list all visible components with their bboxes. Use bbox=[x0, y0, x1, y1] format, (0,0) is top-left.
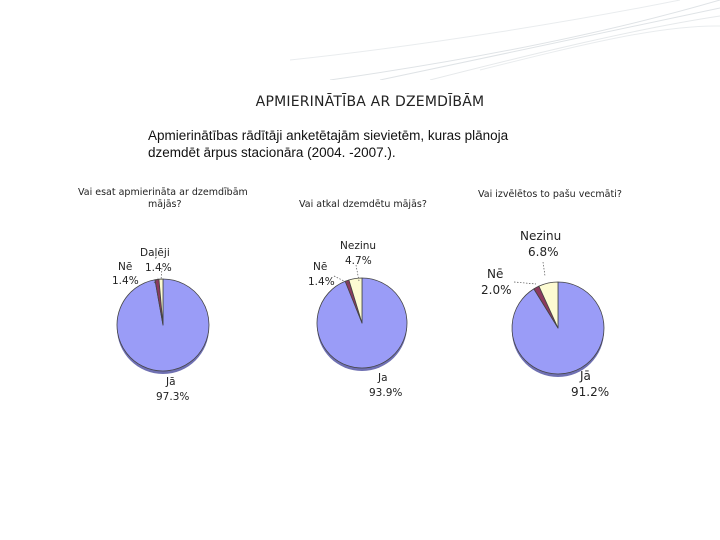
slice-label-daleji: Daļēji bbox=[140, 247, 170, 259]
slice-label-ja: Jā bbox=[165, 376, 176, 388]
slice-value-ne: 1.4% bbox=[308, 276, 335, 288]
pie-slice-nezinu bbox=[538, 281, 559, 329]
slice-label-ja: Jā bbox=[579, 369, 591, 383]
pie-chart-svg: Vai esat apmierināta ar dzemdībām mājās?… bbox=[78, 187, 248, 403]
pie-chart-svg: Vai izvēlētos to pašu vecmāti? Nezinu 6.… bbox=[478, 189, 622, 399]
slice-value-ja: 93.9% bbox=[369, 387, 402, 399]
slice-label-ne: Nē bbox=[118, 261, 132, 273]
subtitle-line-2: dzemdēt ārpus stacionāra (2004. -2007.). bbox=[148, 145, 396, 160]
pie-chart-satisfaction: Vai esat apmierināta ar dzemdībām mājās?… bbox=[70, 180, 270, 410]
slide-title: APMIERINĀTĪBA AR DZEMDĪBĀM bbox=[255, 94, 485, 110]
leader-line-daleji bbox=[160, 267, 163, 281]
slice-label-nezinu: Nezinu bbox=[520, 229, 561, 243]
pie-chart-same-midwife: Vai izvēlētos to pašu vecmāti? Nezinu 6.… bbox=[470, 180, 690, 410]
slice-value-ja: 91.2% bbox=[571, 385, 609, 399]
chart-question-line-1: Vai esat apmierināta ar dzemdībām bbox=[78, 187, 248, 198]
chart-question-line-1: Vai atkal dzemdētu mājās? bbox=[299, 199, 427, 210]
pie-slice-daleji bbox=[158, 278, 164, 326]
slice-value-ja: 97.3% bbox=[156, 391, 189, 403]
subtitle-line-1: Apmierinātības rādītāji anketētajām siev… bbox=[148, 128, 509, 143]
slice-value-nezinu: 6.8% bbox=[528, 245, 559, 259]
slide-subtitle: Apmierinātības rādītāji anketētajām siev… bbox=[148, 127, 568, 161]
leader-line-ne bbox=[153, 277, 159, 284]
leader-line-ne bbox=[513, 281, 537, 285]
chart-question-line-1: Vai izvēlētos to pašu vecmāti? bbox=[478, 189, 622, 200]
pie-chart-would-repeat: Vai atkal dzemdētu mājās? Nezinu 4.7% Nē… bbox=[290, 180, 490, 410]
slice-value-nezinu: 4.7% bbox=[345, 255, 372, 267]
slice-label-nezinu: Nezinu bbox=[340, 240, 376, 252]
leader-line-nezinu bbox=[542, 261, 546, 277]
pie-slice-nezinu bbox=[348, 277, 363, 324]
slice-value-ne: 1.4% bbox=[112, 275, 139, 287]
pie-chart-svg: Vai atkal dzemdētu mājās? Nezinu 4.7% Nē… bbox=[299, 199, 427, 399]
chart-question-line-2: mājās? bbox=[148, 199, 182, 210]
decorative-curves bbox=[289, 0, 720, 80]
slice-label-ja: Ja bbox=[377, 372, 388, 384]
slice-value-ne: 2.0% bbox=[481, 283, 512, 297]
slice-label-ne: Nē bbox=[487, 267, 503, 281]
slice-value-daleji: 1.4% bbox=[145, 262, 172, 274]
slice-label-ne: Nē bbox=[313, 261, 327, 273]
